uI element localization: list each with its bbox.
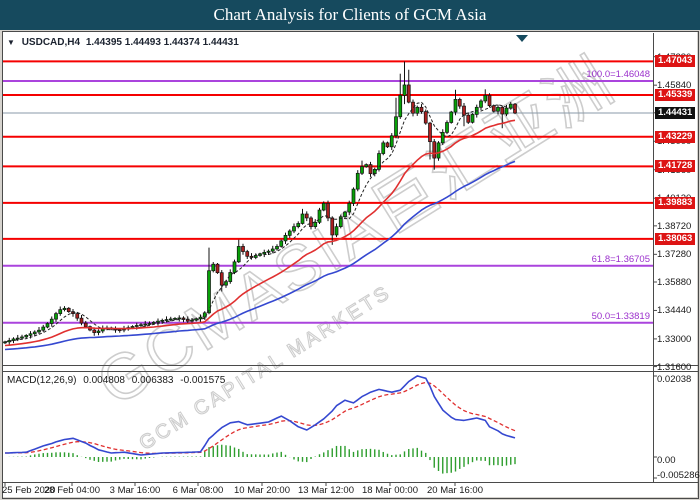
fibonacci-level-label: 61.8=1.36705 — [591, 253, 650, 265]
date-axis-label: 25 Feb 2020 — [2, 485, 56, 496]
price-axis-tick-label: 1.35880 — [657, 276, 692, 288]
chart-window-background — [2, 31, 697, 497]
price-line-badge: 1.38063 — [655, 232, 696, 245]
symbol-ohlc-header: ▼ USDCAD,H4 1.44395 1.44493 1.44374 1.44… — [7, 37, 242, 48]
fibonacci-level-label: 50.0=1.33819 — [591, 310, 650, 322]
price-axis-tick-label: 1.34440 — [657, 305, 692, 317]
macd-signal-value: 0.006383 — [131, 375, 174, 386]
date-axis-label: 3 Mar 16:00 — [109, 485, 161, 496]
price-axis-tick-label: 1.37280 — [657, 249, 692, 261]
quote-values: 1.44395 1.44493 1.44374 1.44431 — [85, 37, 239, 48]
page-title: Chart Analysis for Clients of GCM Asia — [213, 5, 487, 24]
price-axis-tick-label: 1.33000 — [657, 333, 692, 345]
price-line-badge: 1.43229 — [655, 130, 696, 143]
date-axis-label: 10 Mar 20:00 — [234, 485, 290, 496]
macd-main-value: 0.004808 — [83, 375, 125, 386]
price-line-badge: 1.47043 — [655, 55, 696, 68]
macd-axis-tick-label: -0.005286 — [657, 470, 700, 481]
price-axis-tick-label: 1.38720 — [657, 220, 692, 232]
macd-axis-tick-label: 0.02038 — [657, 373, 692, 385]
fibonacci-level-label: 100.0=1.46048 — [586, 69, 650, 81]
chart-graphics — [2, 31, 699, 499]
price-line-badge: 1.39883 — [655, 196, 696, 209]
price-line-badge: 1.41728 — [655, 160, 696, 173]
macd-axis-tick-label: 0.00 — [657, 455, 676, 466]
macd-hist-value: -0.001575 — [180, 375, 226, 386]
title-banner: Chart Analysis for Clients of GCM Asia — [0, 0, 700, 30]
date-axis-label: 18 Mar 00:00 — [362, 485, 418, 496]
macd-name: MACD(12,26,9) — [7, 375, 77, 386]
date-axis-label: 13 Mar 12:00 — [298, 485, 354, 496]
symbol-label: USDCAD,H4 — [21, 37, 81, 48]
date-axis-label: 6 Mar 08:00 — [172, 485, 224, 496]
price-axis-tick-label: 1.31600 — [657, 361, 692, 373]
price-axis-tick-label: 1.45840 — [657, 80, 692, 92]
date-axis-label: 20 Mar 16:00 — [427, 485, 483, 496]
chevron-down-icon[interactable]: ▼ — [7, 38, 15, 47]
macd-indicator-label: MACD(12,26,9) 0.004808 0.006383 -0.00157… — [7, 375, 229, 386]
date-axis-label: 28 Feb 04:00 — [44, 485, 100, 496]
watermark-main-text: GCMASIA巨汇亚洲 — [84, 43, 627, 419]
price-line-badge: 1.45339 — [655, 89, 696, 102]
current-price-badge: 1.44431 — [655, 107, 696, 119]
